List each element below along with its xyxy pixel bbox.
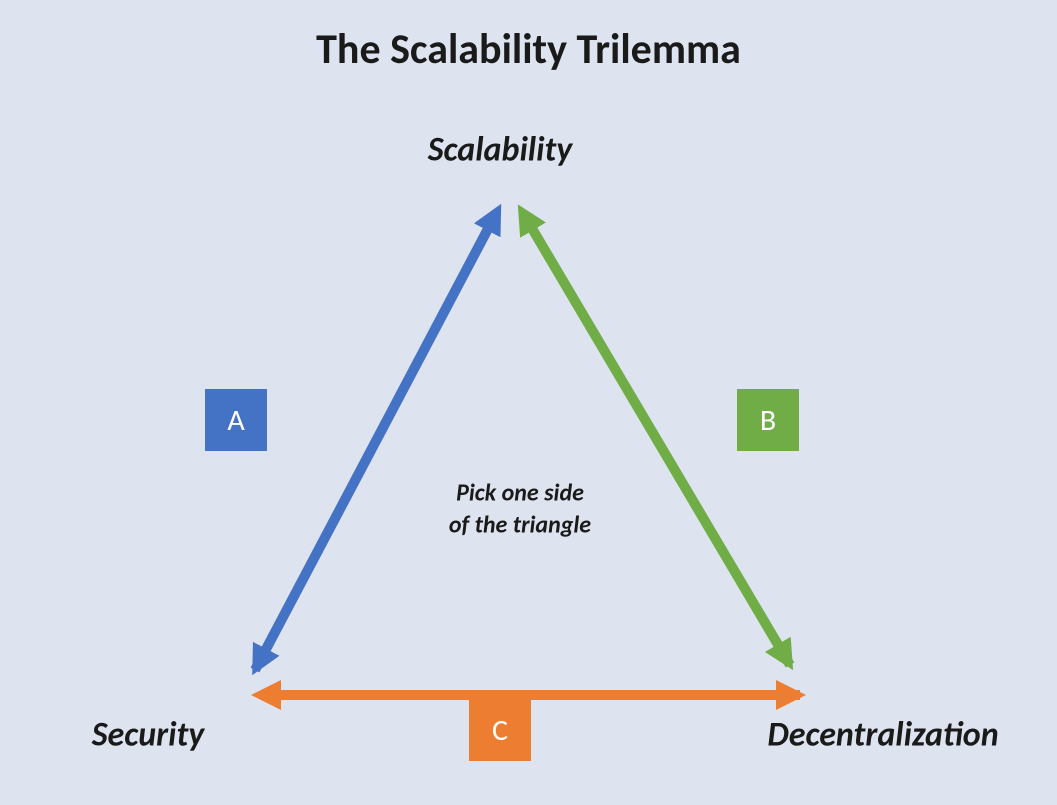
center-line1: Pick one side (449, 478, 591, 510)
vertex-label-decentralization: Decentralization (767, 715, 998, 756)
edge-badge-c: C (469, 699, 531, 761)
vertex-label-security: Security (92, 715, 205, 756)
edge-badge-b: B (737, 389, 799, 451)
triangle-edges (0, 0, 1057, 805)
page-title: The Scalability Trilemma (316, 24, 741, 75)
diagram-canvas: The Scalability Trilemma Sc (0, 0, 1057, 805)
center-line2: of the triangle (449, 510, 591, 542)
vertex-label-scalability: Scalability (428, 130, 573, 171)
edge-badge-a: A (205, 389, 267, 451)
center-instruction: Pick one side of the triangle (449, 478, 591, 543)
edge-a-line (255, 225, 490, 670)
